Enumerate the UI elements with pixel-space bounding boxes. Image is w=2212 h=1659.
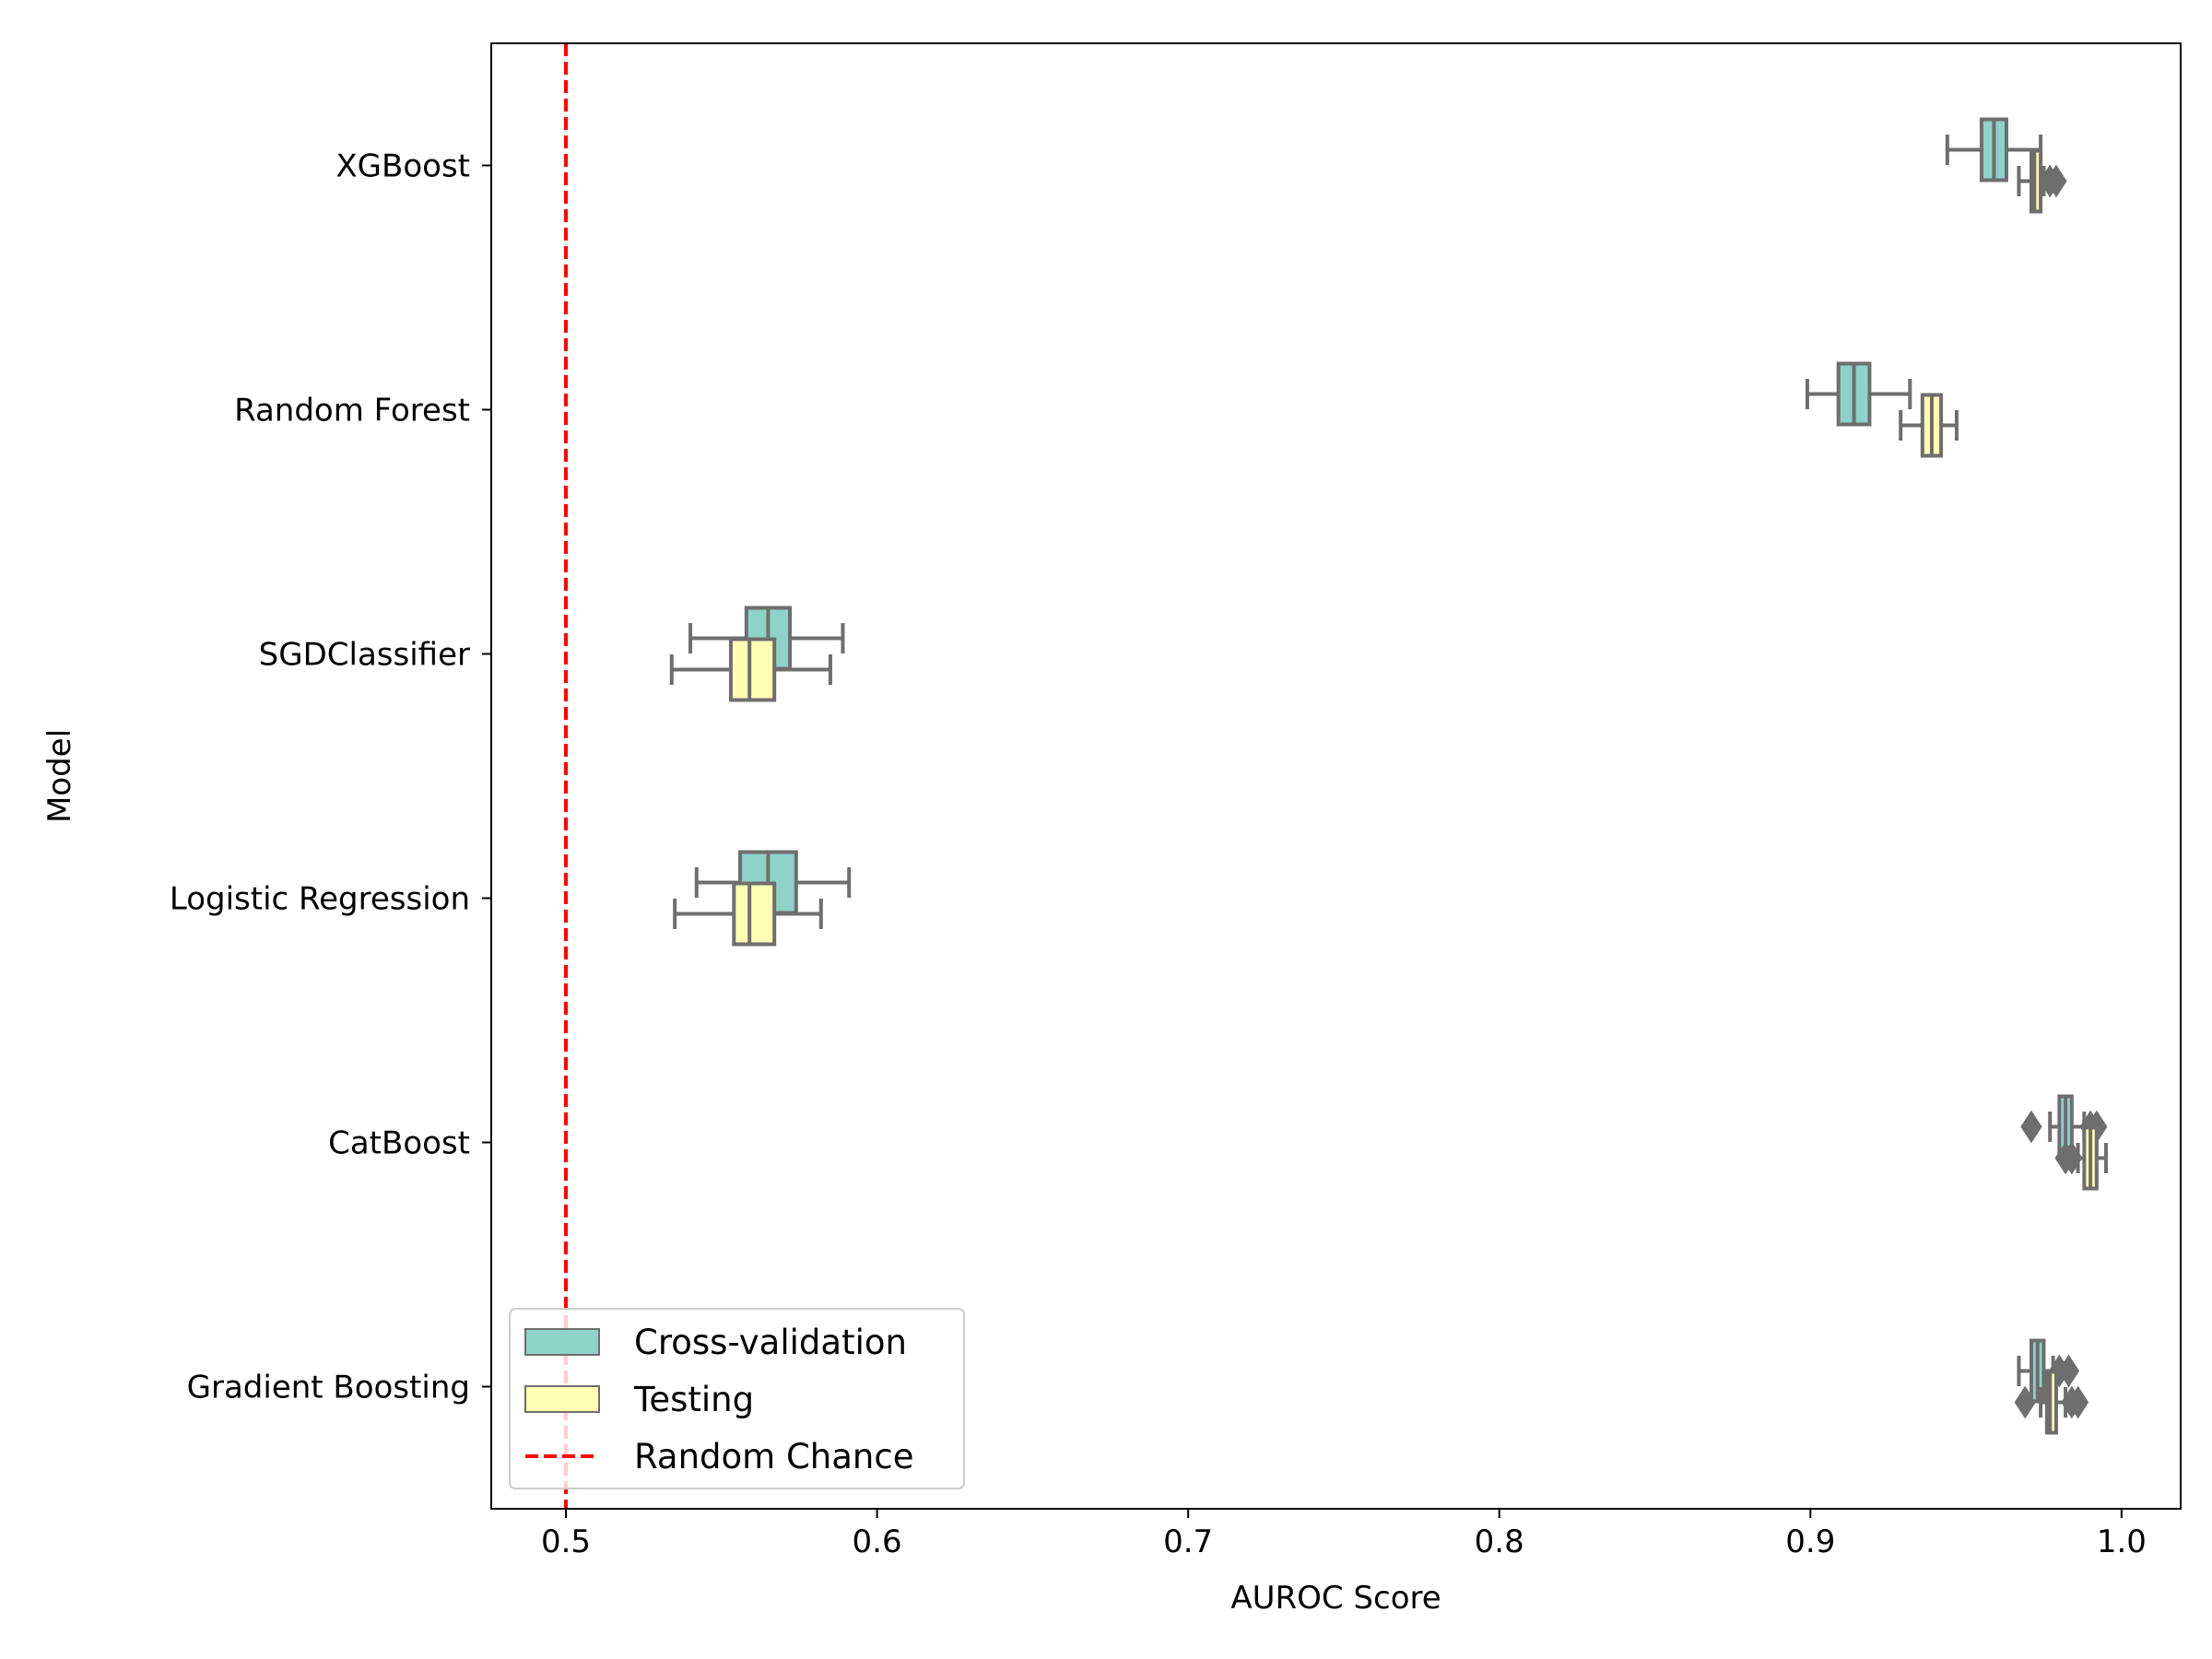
box-cross-validation-catboost-flier-0: [2020, 1110, 2042, 1144]
box-cross-validation-gradient-boosting: [2017, 1338, 2080, 1404]
y-tick-label-sgdclassifier: SGDClassifier: [259, 637, 470, 674]
x-tick-label: 0.8: [1475, 1524, 1524, 1560]
x-tick-label: 0.6: [853, 1524, 902, 1560]
y-tick-label-gradient-boosting: Gradient Boosting: [187, 1370, 470, 1406]
legend-label-cross-validation: Cross-validation: [634, 1323, 907, 1362]
x-tick-label: 0.5: [541, 1524, 591, 1560]
x-axis-ticks: 0.5 0.6 0.7 0.8 0.9 1.0: [541, 1509, 2147, 1560]
box-testing-sgdclassifier: [669, 637, 832, 702]
box-testing-catboost: [2054, 1125, 2108, 1191]
box-cross-validation-xgboost: [1945, 117, 2043, 182]
x-tick-label: 0.7: [1163, 1524, 1213, 1560]
plot-area: [564, 43, 2108, 1509]
x-axis-label: AUROC Score: [1230, 1580, 1441, 1617]
box-testing-random-forest: [1899, 393, 1959, 458]
x-tick-label: 1.0: [2097, 1524, 2147, 1560]
y-tick-label-logistic-regression: Logistic Regression: [170, 881, 470, 918]
box-testing-xgboost-flier-1: [2045, 164, 2067, 198]
box-testing-logistic-regression: [673, 881, 823, 947]
box-testing-catboost-flier-1: [2061, 1141, 2083, 1175]
y-axis-label: Model: [41, 729, 78, 823]
legend-swatch-testing: [524, 1385, 600, 1413]
legend-swatch-cross-validation: [524, 1328, 600, 1356]
y-tick-label-random-forest: Random Forest: [234, 393, 470, 429]
y-tick-label-xgboost: XGBoost: [335, 148, 470, 185]
box-testing-gradient-boosting-flier-0: [2014, 1385, 2036, 1419]
box-testing-xgboost: [2017, 148, 2067, 214]
legend-label-random-chance: Random Chance: [634, 1437, 913, 1477]
y-tick-label-catboost: CatBoost: [328, 1125, 470, 1162]
legend-box: [509, 1308, 965, 1489]
legend: Cross-validation Testing Random Chance: [509, 1308, 965, 1489]
box-testing-gradient-boosting-flier-2: [2067, 1385, 2089, 1419]
box-testing-gradient-boosting: [2014, 1370, 2089, 1435]
box-testing-sgdclassifier-iqr: [728, 637, 777, 702]
box-cross-validation-random-forest: [1805, 361, 1912, 427]
box-cross-validation-gradient-boosting-flier-1: [2057, 1354, 2080, 1388]
box-testing-logistic-regression-iqr: [732, 881, 777, 947]
y-axis-ticks: XGBoost Random Forest SGDClassifier Logisti…: [170, 148, 491, 1406]
axes-frame: [490, 42, 2182, 1510]
legend-label-testing: Testing: [633, 1380, 754, 1419]
x-tick-label: 0.9: [1785, 1524, 1835, 1560]
